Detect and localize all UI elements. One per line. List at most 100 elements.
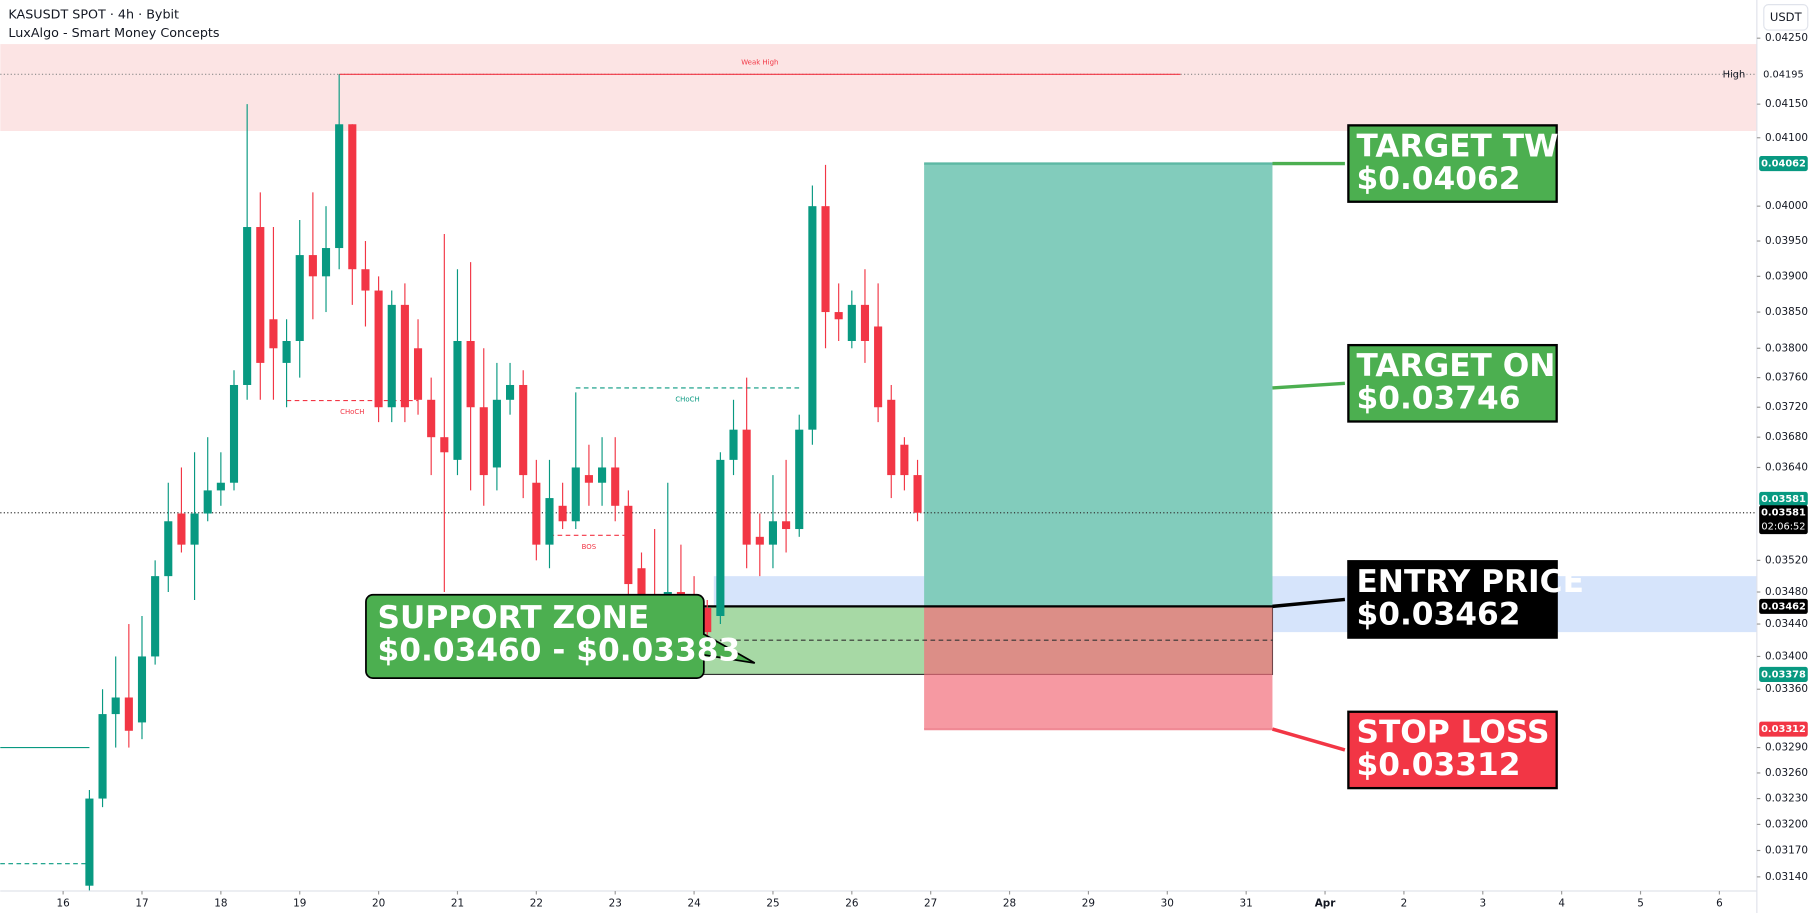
candle-body <box>624 505 633 585</box>
candle-body <box>216 482 225 491</box>
candle-body <box>256 227 265 363</box>
target-area <box>924 163 1273 607</box>
candle-body <box>374 290 383 408</box>
y-tick-label: 0.03290 <box>1765 742 1808 754</box>
currency-button <box>1763 4 1809 31</box>
candle-body <box>598 467 607 483</box>
x-tick-label: 22 <box>530 898 543 910</box>
candle-body <box>427 399 436 438</box>
y-tick-label: 0.03720 <box>1765 401 1808 413</box>
candle-body <box>400 304 409 408</box>
structure-label: CHoCH <box>675 396 699 404</box>
target-tag-bg <box>1759 156 1808 172</box>
x-tick-label: 6 <box>1716 898 1723 910</box>
annotation-connector <box>1272 381 1346 390</box>
candle-body <box>782 521 791 530</box>
candle-body <box>755 536 764 545</box>
candle-body <box>808 206 817 430</box>
x-tick-label: 3 <box>1479 898 1486 910</box>
candle-body <box>847 304 856 342</box>
annotation-price: $0.04062 <box>1356 161 1520 197</box>
x-tick-label: 2 <box>1401 898 1408 910</box>
candle-body <box>479 407 488 476</box>
candle-body <box>229 384 239 483</box>
y-tick-label: 0.03440 <box>1765 618 1808 630</box>
price-axis-bg <box>1756 0 1815 913</box>
y-tick-label: 0.03170 <box>1765 845 1808 857</box>
annotation-price: $0.03746 <box>1356 381 1520 417</box>
candle-body <box>571 467 580 522</box>
target-tag: 0.04062 <box>1761 159 1806 170</box>
candle-body <box>321 248 331 277</box>
x-tick-label: 4 <box>1558 898 1565 910</box>
candle-body <box>440 437 449 453</box>
entry-tag-bg <box>1759 598 1808 614</box>
y-tick-label: 0.04100 <box>1765 132 1808 144</box>
candle-body <box>453 341 462 460</box>
candle-body <box>703 607 712 633</box>
annotation-connector <box>1271 727 1346 752</box>
high-value: 0.04195 <box>1763 69 1804 80</box>
y-tick-label: 0.03900 <box>1765 270 1808 282</box>
candle-body <box>413 348 423 400</box>
candle-body <box>874 326 883 408</box>
candle-body <box>887 399 896 476</box>
annotation-box <box>1347 343 1558 423</box>
annotation-title: TARGET TWO <box>1356 128 1585 164</box>
candle-body <box>387 304 396 408</box>
x-tick-label: 23 <box>609 898 622 910</box>
candle-body <box>834 312 843 320</box>
annotation-box <box>1347 710 1558 790</box>
y-tick-label: 0.03480 <box>1765 586 1808 598</box>
support-bottom-tag-bg <box>1759 666 1808 682</box>
last-price-black-bg <box>1759 505 1808 535</box>
chart-title: KASUSDT SPOT · 4h · Bybit <box>8 7 179 22</box>
candle-body <box>124 697 133 731</box>
y-tick-label: 0.03950 <box>1765 235 1808 247</box>
high-value-bg <box>1759 66 1808 82</box>
structure-label: BOS <box>582 543 597 551</box>
annotation-title: STOP LOSS <box>1356 715 1549 751</box>
candle-body <box>729 429 738 460</box>
candle-body <box>913 475 922 513</box>
x-tick-label: 28 <box>1003 898 1016 910</box>
last-price-tag: 0.03581 <box>1761 494 1806 505</box>
candle-body <box>900 444 909 476</box>
candle-body <box>795 429 804 530</box>
candle-body <box>584 475 593 483</box>
candle-body <box>85 798 94 886</box>
y-tick-label: 0.03140 <box>1765 871 1808 883</box>
entry-tag: 0.03462 <box>1761 601 1806 612</box>
x-tick-label: 18 <box>214 898 227 910</box>
y-tick-label: 0.03850 <box>1765 306 1808 318</box>
y-tick-label: 0.03200 <box>1765 818 1808 830</box>
stop-area <box>924 606 1273 730</box>
x-tick-label: 16 <box>56 898 69 910</box>
high-tag: High <box>1723 69 1746 80</box>
y-tick-label: 0.03520 <box>1765 554 1808 566</box>
annotation-box <box>1347 124 1558 203</box>
stop-tag-bg <box>1759 721 1808 737</box>
candle-body <box>821 206 830 313</box>
candle-body <box>243 227 252 385</box>
support-callout <box>365 593 756 679</box>
annotation-title: TARGET ONE <box>1356 348 1576 384</box>
x-tick-label: 30 <box>1161 898 1174 910</box>
y-tick-label: 0.03260 <box>1765 767 1808 779</box>
candle-body <box>532 482 541 545</box>
y-tick-label: 0.03360 <box>1765 683 1808 695</box>
x-tick-label: 24 <box>687 898 701 910</box>
annotation-price: $0.03462 <box>1356 597 1520 633</box>
y-tick-label: 0.04250 <box>1765 32 1808 44</box>
support-title: SUPPORT ZONE <box>378 600 650 636</box>
candle-body <box>190 513 199 545</box>
y-tick-label: 0.03400 <box>1765 650 1808 662</box>
y-tick-label: 0.04000 <box>1765 200 1808 212</box>
candle-body <box>295 255 304 342</box>
candle-body <box>506 384 515 400</box>
candle-body <box>742 429 751 545</box>
candle-body <box>308 255 317 277</box>
last-price-tag-bg <box>1759 491 1808 506</box>
support-bottom-tag: 0.03378 <box>1761 669 1806 680</box>
